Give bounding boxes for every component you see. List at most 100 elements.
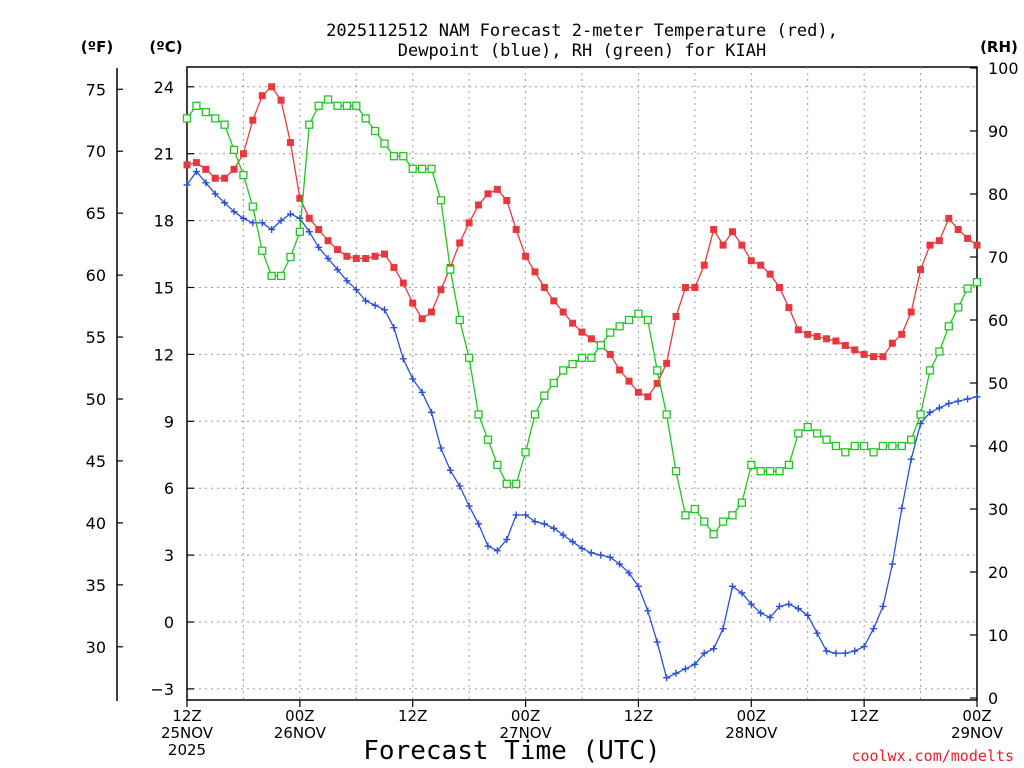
- rh-point: [728, 511, 737, 520]
- temperature-point: [333, 246, 341, 254]
- x-tick-label: 29NOV: [951, 724, 1004, 742]
- temperature-point: [522, 252, 530, 260]
- temperature-point: [428, 308, 436, 316]
- rh-point: [474, 410, 483, 419]
- rh-point: [831, 441, 841, 451]
- temperature-point: [512, 226, 520, 234]
- rh-point: [784, 460, 794, 470]
- temperature-point: [757, 261, 765, 269]
- rh-point: [530, 410, 540, 419]
- rh-point: [276, 271, 286, 281]
- rh-tick-label: 20: [988, 563, 1008, 582]
- x-tick-label: 00Z: [737, 707, 766, 725]
- temperature-point: [625, 377, 633, 385]
- dewpoint-point: [305, 228, 313, 236]
- rh-point: [417, 164, 427, 173]
- temperature-point: [691, 284, 699, 291]
- temperature-point: [192, 159, 200, 167]
- rh-point: [211, 114, 220, 123]
- temperature-point: [964, 234, 972, 242]
- dewpoint-point: [249, 219, 257, 227]
- dewpoint-point: [898, 504, 906, 512]
- temperature-point: [559, 308, 567, 316]
- rh-point: [859, 441, 869, 451]
- dewpoint-point: [465, 502, 473, 510]
- x-tick-label: 25NOV: [161, 724, 214, 742]
- dewpoint-point: [672, 669, 680, 677]
- rh-point: [653, 366, 662, 375]
- rh-point: [671, 467, 681, 476]
- rh-point: [747, 460, 756, 470]
- x-tick-label: 00Z: [285, 707, 314, 725]
- rh-point: [897, 441, 906, 451]
- rh-point: [803, 422, 812, 432]
- rh-tick-label: 10: [988, 626, 1008, 645]
- rh-point: [483, 435, 493, 444]
- temperature-point: [456, 239, 464, 247]
- rh-point: [267, 271, 276, 281]
- temperature-point: [399, 279, 407, 287]
- dewpoint-point: [606, 553, 614, 561]
- rh-point: [587, 353, 596, 362]
- fahrenheit-tick-label: 70: [86, 142, 106, 161]
- temperature-point: [653, 379, 661, 387]
- dewpoint-point: [296, 214, 304, 222]
- dewpoint-point: [935, 404, 943, 412]
- temperature-point: [700, 261, 708, 269]
- temperature-point: [493, 185, 501, 193]
- dewpoint-point: [484, 542, 492, 550]
- temperature-point: [371, 252, 379, 260]
- temperature-point: [917, 266, 925, 274]
- temperature-point: [531, 268, 539, 276]
- dewpoint-point: [286, 210, 294, 218]
- rh-point: [869, 448, 878, 457]
- rh-point: [258, 246, 267, 255]
- dewpoint-point: [841, 649, 849, 657]
- temperature-point: [390, 263, 398, 271]
- x-tick-label: 12Z: [398, 707, 427, 725]
- dewpoint-point: [879, 602, 887, 610]
- dewpoint-point: [785, 600, 793, 608]
- dewpoint-point: [616, 560, 624, 568]
- temperature-point: [258, 92, 266, 100]
- temperature-point: [785, 304, 793, 312]
- dewpoint-point: [888, 560, 896, 568]
- rh-point: [794, 429, 803, 438]
- rh-point: [888, 441, 897, 451]
- dewpoint-point: [202, 179, 210, 187]
- celsius-unit-label: (ºC): [149, 38, 182, 56]
- temperature-point: [230, 165, 238, 173]
- dewpoint-point: [634, 582, 642, 590]
- rh-point: [559, 366, 568, 375]
- dewpoint-point: [757, 609, 765, 617]
- rh-point: [963, 284, 972, 293]
- rh-tick-label: 70: [988, 248, 1008, 267]
- temperature-point: [465, 219, 473, 227]
- rh-point: [389, 152, 399, 161]
- rh-point: [700, 517, 709, 526]
- temperature-point: [550, 297, 558, 305]
- dewpoint-point: [522, 511, 530, 519]
- temperature-point: [578, 328, 586, 336]
- dewpoint-point: [926, 408, 934, 416]
- dewpoint-point: [870, 625, 878, 633]
- rh-point: [935, 347, 944, 356]
- temperature-point: [747, 257, 755, 265]
- temperature-point: [418, 315, 426, 323]
- dewpoint-point: [362, 297, 370, 305]
- temperature-point: [879, 353, 887, 361]
- temperature-point: [738, 241, 746, 249]
- rh-point: [229, 145, 239, 155]
- rh-point: [972, 278, 982, 287]
- rh-tick-label: 0: [988, 689, 998, 708]
- temperature-point: [719, 241, 727, 249]
- rh-point: [822, 435, 831, 444]
- dewpoint-point: [315, 243, 323, 251]
- rh-point: [493, 460, 502, 470]
- rh-point: [323, 95, 333, 104]
- rh-point: [512, 479, 521, 488]
- rh-point: [925, 366, 935, 375]
- dewpoint-point: [644, 607, 652, 615]
- temperature-point: [634, 388, 642, 396]
- rh-point: [455, 315, 464, 325]
